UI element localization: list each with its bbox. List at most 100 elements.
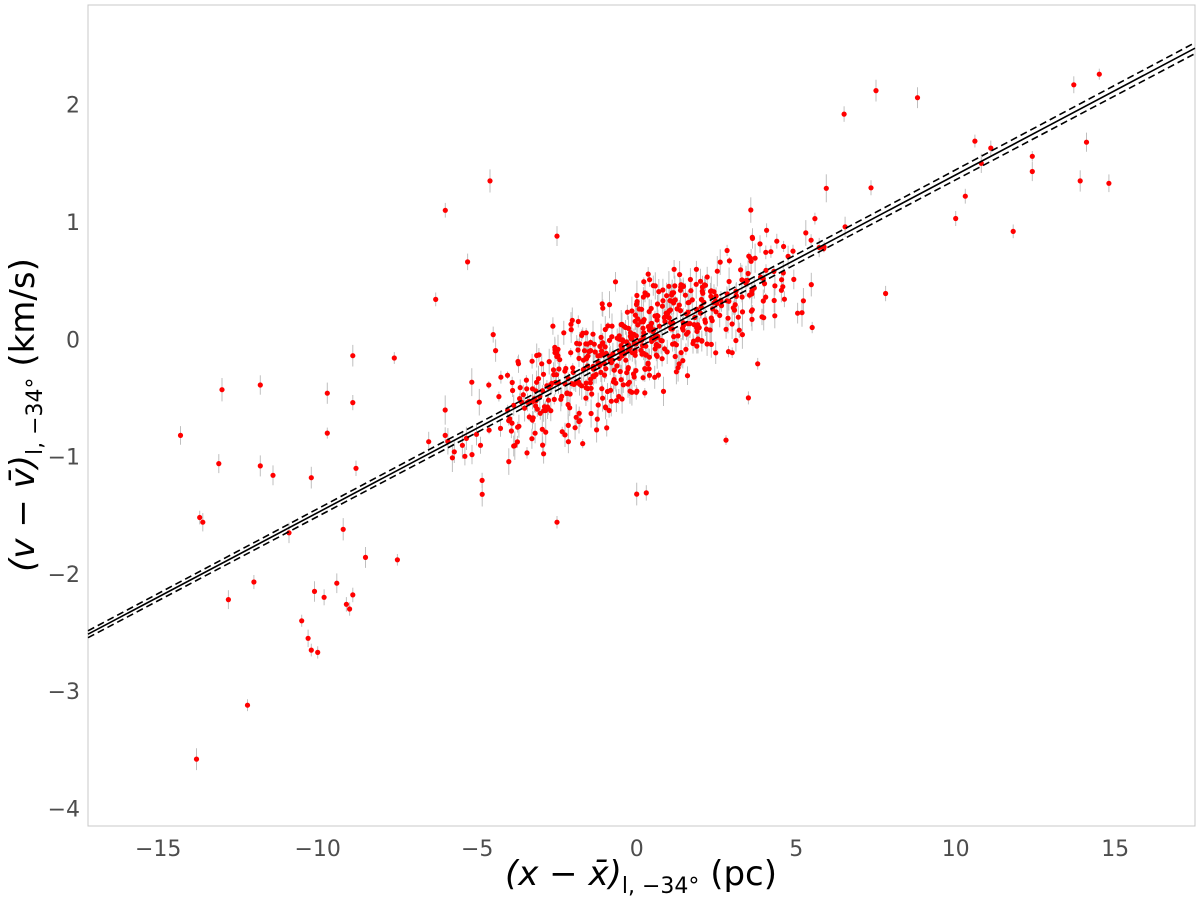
- data-point: [695, 336, 701, 342]
- data-point: [599, 348, 605, 354]
- data-point: [763, 267, 769, 273]
- data-point: [739, 294, 745, 300]
- data-point: [353, 465, 359, 471]
- data-point: [534, 406, 540, 412]
- data-point: [812, 216, 818, 222]
- data-point: [748, 258, 754, 264]
- data-point: [583, 330, 589, 336]
- data-point: [506, 459, 512, 465]
- data-point: [1083, 139, 1090, 145]
- data-point: [735, 314, 741, 320]
- data-point: [588, 339, 594, 346]
- data-point: [868, 185, 874, 191]
- data-point: [520, 392, 526, 398]
- data-point: [508, 428, 514, 434]
- data-point: [479, 477, 485, 483]
- data-point: [597, 352, 603, 358]
- data-point: [575, 318, 581, 325]
- data-point: [726, 258, 733, 264]
- data-point: [394, 557, 400, 563]
- data-point: [524, 386, 530, 392]
- data-point: [219, 387, 225, 393]
- data-point: [682, 292, 689, 298]
- data-point: [579, 383, 585, 389]
- data-point: [559, 429, 565, 435]
- data-point: [683, 346, 689, 352]
- data-point: [634, 292, 640, 299]
- data-point: [551, 372, 557, 378]
- data-point: [583, 356, 590, 362]
- data-point: [779, 277, 785, 283]
- data-point: [565, 439, 572, 445]
- data-point: [523, 377, 530, 383]
- data-point: [691, 338, 697, 344]
- data-point: [541, 451, 547, 457]
- data-point: [567, 405, 573, 411]
- data-point: [568, 350, 574, 356]
- data-point: [808, 282, 814, 288]
- data-point: [561, 330, 567, 336]
- data-point: [334, 580, 340, 586]
- data-point: [713, 350, 719, 356]
- data-point: [725, 315, 731, 321]
- data-point: [1096, 71, 1102, 77]
- data-point: [708, 293, 714, 299]
- data-point: [225, 597, 231, 603]
- data-point: [618, 322, 624, 328]
- data-point: [568, 327, 574, 333]
- data-point: [613, 380, 619, 386]
- data-point: [524, 450, 530, 456]
- data-point: [581, 348, 588, 354]
- data-point: [601, 372, 608, 378]
- data-point: [660, 287, 666, 293]
- data-point: [809, 324, 815, 331]
- data-point: [639, 306, 645, 312]
- data-point: [554, 519, 560, 525]
- data-point: [763, 249, 769, 255]
- data-point: [554, 353, 560, 360]
- data-point: [529, 358, 535, 364]
- data-point: [757, 241, 763, 247]
- data-point: [517, 396, 523, 402]
- data-point: [603, 366, 609, 372]
- data-point: [551, 396, 557, 402]
- data-point: [442, 407, 448, 413]
- data-point: [469, 379, 475, 385]
- data-point: [808, 237, 814, 243]
- data-point: [477, 442, 484, 448]
- data-point: [565, 422, 571, 428]
- y-tick-layer: −4 −3 −2 −1 0 1 2: [48, 94, 80, 823]
- data-point: [646, 366, 652, 372]
- data-point: [347, 606, 353, 612]
- data-point: [626, 379, 633, 385]
- data-point: [726, 278, 732, 285]
- data-point: [594, 427, 600, 433]
- data-point: [200, 519, 206, 525]
- data-point: [609, 334, 615, 340]
- x-tick-layer: −15 −10 −5 0 5 10 15: [135, 837, 1129, 862]
- data-point: [597, 343, 603, 349]
- x-axis-label: (x − x̄)l, −34° (pc): [505, 854, 777, 898]
- data-point: [640, 325, 646, 331]
- data-point: [703, 326, 710, 332]
- data-point: [497, 425, 504, 431]
- data-point: [583, 395, 589, 401]
- data-point: [504, 372, 511, 378]
- data-point: [760, 298, 766, 304]
- y-tick-label: −2: [48, 563, 80, 588]
- data-point: [781, 243, 787, 250]
- data-point: [778, 287, 785, 293]
- data-point: [321, 594, 327, 600]
- data-point: [645, 324, 652, 330]
- data-point: [559, 393, 565, 399]
- data-point: [702, 282, 709, 288]
- data-point: [257, 463, 263, 469]
- data-point: [350, 353, 356, 359]
- data-point: [771, 297, 777, 304]
- data-point: [308, 647, 314, 653]
- data-point: [655, 313, 661, 319]
- data-point: [795, 310, 801, 316]
- data-point: [459, 442, 465, 448]
- data-point: [599, 386, 605, 392]
- data-point: [988, 145, 994, 151]
